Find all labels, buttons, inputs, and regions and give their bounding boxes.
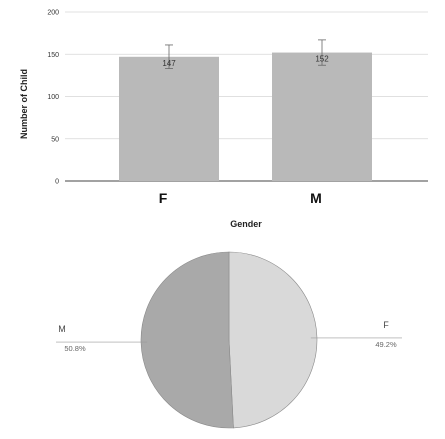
y-tick-label-4: 200 — [47, 10, 59, 17]
x-tick-label-M: M — [310, 190, 322, 206]
data-label-M: 152 — [315, 55, 329, 64]
bar-F — [119, 56, 219, 181]
bar-chart: 0 50 100 150 200 147 F 152 M — [47, 10, 428, 206]
bar-M — [272, 52, 372, 182]
x-axis-label: Gender — [230, 219, 262, 229]
x-tick-label-F: F — [159, 190, 168, 206]
pie-percent-F: 49.2% — [375, 340, 397, 349]
y-tick-label-1: 50 — [51, 136, 59, 143]
pie-label-M: M — [58, 324, 66, 334]
pie-slice-F — [228, 251, 318, 429]
pie-percent-M: 50.8% — [64, 344, 86, 353]
pie-slice-M — [140, 251, 234, 429]
data-label-F: 147 — [162, 59, 176, 68]
pie-label-F: F — [383, 320, 389, 330]
y-axis-label: Number of Child — [19, 69, 29, 139]
y-tick-label-2: 100 — [47, 94, 59, 101]
y-tick-label-0: 0 — [55, 179, 59, 186]
pie-chart: F 49.2% M 50.8% — [56, 251, 402, 429]
y-tick-label-3: 150 — [47, 52, 59, 59]
